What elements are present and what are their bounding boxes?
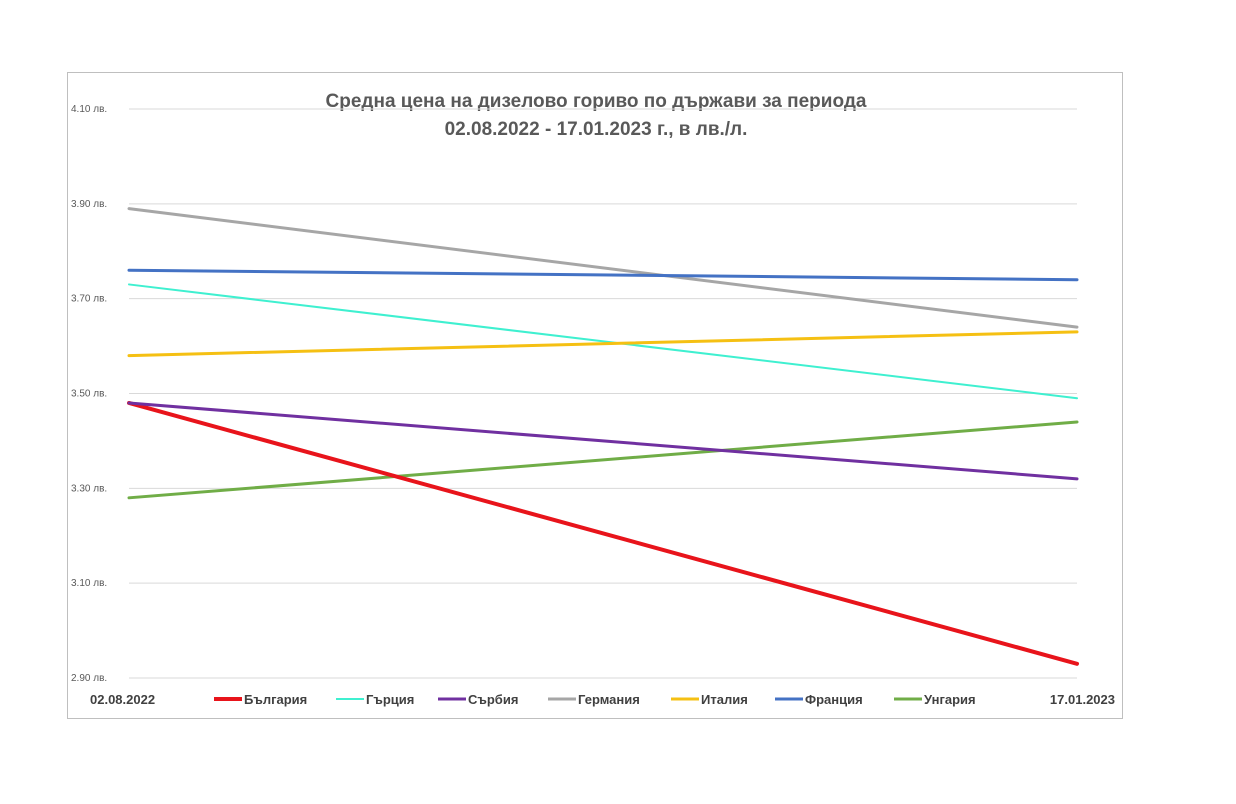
- series-line-2: [127, 401, 1079, 481]
- series-line-5: [127, 268, 1079, 282]
- legend-label: Унгария: [924, 692, 976, 707]
- y-tick-label: 4.10 лв.: [71, 104, 107, 115]
- chart-frame: Средна цена на дизелово гориво по държав…: [67, 72, 1123, 719]
- legend-item: Гърция: [336, 692, 414, 707]
- legend-item: Франция: [775, 692, 863, 707]
- y-tick-label: 3.70 лв.: [71, 294, 107, 305]
- y-tick-label: 3.50 лв.: [71, 389, 107, 400]
- series-line-1: [128, 283, 1078, 400]
- legend-item: Унгария: [894, 692, 976, 707]
- legend-label: Франция: [805, 692, 863, 707]
- x-tick-label: 17.01.2023: [1050, 692, 1115, 707]
- chart-title-line-2: 02.08.2022 - 17.01.2023 г., в лв./л.: [445, 119, 748, 140]
- legend-label: Гърция: [366, 692, 414, 707]
- legend-label: Германия: [578, 692, 640, 707]
- x-tick-label: 02.08.2022: [90, 692, 155, 707]
- y-tick-label: 3.10 лв.: [71, 578, 107, 589]
- legend-item: Италия: [671, 692, 748, 707]
- y-tick-label: 2.90 лв.: [71, 673, 107, 684]
- series-line-0: [127, 400, 1079, 666]
- series-line-4: [127, 330, 1079, 358]
- chart-title-line-1: Средна цена на дизелово гориво по държав…: [326, 91, 867, 112]
- legend: България Гърция Сърбия Германия Италия Франци…: [214, 692, 976, 707]
- x-axis-ticks: 02.08.2022 17.01.2023: [90, 692, 1115, 707]
- legend-item: България: [214, 692, 307, 707]
- gridlines: [129, 108, 1077, 679]
- series-lines: [127, 207, 1079, 666]
- y-tick-label: 3.90 лв.: [71, 199, 107, 210]
- legend-item: Германия: [548, 692, 640, 707]
- y-axis-ticks: 4.10 лв. 3.90 лв. 3.70 лв. 3.50 лв. 3.30 лв.…: [71, 104, 107, 684]
- line-chart: Средна цена на дизелово гориво по държав…: [71, 91, 1115, 707]
- series-line-6: [127, 420, 1079, 500]
- y-tick-label: 3.30 лв.: [71, 483, 107, 494]
- legend-label: България: [244, 692, 307, 707]
- legend-label: Италия: [701, 692, 748, 707]
- series-line-3: [127, 207, 1079, 329]
- legend-label: Сърбия: [468, 692, 518, 707]
- legend-item: Сърбия: [438, 692, 518, 707]
